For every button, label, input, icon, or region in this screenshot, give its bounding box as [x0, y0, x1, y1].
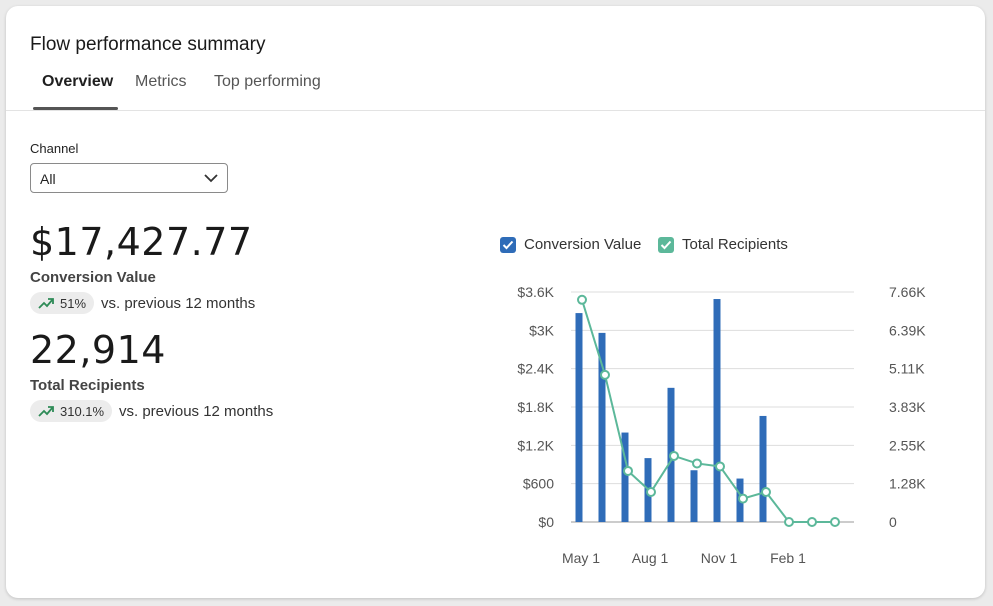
left-axis-tick-label: $1.2K [517, 437, 554, 453]
channel-select-value: All [40, 171, 56, 187]
left-axis-tick-label: $600 [523, 476, 554, 492]
recipients-change-value: 310.1% [60, 403, 105, 419]
conversion-change-badge: 51% [30, 292, 95, 314]
bar [713, 299, 721, 522]
total-recipients-label: Total Recipients [30, 377, 145, 394]
bar [575, 313, 583, 522]
left-axis-tick-label: $0 [538, 514, 554, 530]
bar [690, 470, 698, 522]
tab-top-performing[interactable]: Top performing [214, 73, 321, 90]
bar [621, 432, 629, 522]
right-axis-tick-label: 2.55K [889, 437, 926, 453]
line-point [600, 369, 610, 380]
line-point [623, 465, 633, 476]
right-axis-tick-label: 1.28K [889, 476, 926, 492]
line-point [830, 517, 840, 527]
right-axis-tick-label: 0 [889, 514, 897, 530]
channel-select[interactable]: All [30, 163, 228, 193]
line-point [761, 486, 771, 497]
left-axis-tick-label: $3K [529, 322, 555, 338]
right-axis-tick-label: 7.66K [889, 284, 926, 300]
legend-label: Conversion Value [524, 236, 642, 253]
right-axis-tick-label: 5.11K [889, 361, 925, 377]
conversion-comparison-text: vs. previous 12 months [101, 295, 256, 312]
recipients-change-badge: 310.1% [30, 400, 113, 422]
trend-up-icon [38, 298, 54, 309]
conversion-value-label: Conversion Value [30, 269, 156, 286]
left-axis-tick-label: $1.8K [517, 399, 554, 415]
checkbox-icon[interactable] [500, 236, 516, 253]
line-point [646, 486, 656, 497]
x-axis-tick-label: Aug 1 [632, 550, 669, 566]
tab-metrics[interactable]: Metrics [135, 73, 187, 90]
tab-bar: Overview Metrics Top performing [6, 68, 985, 111]
conversion-change-value: 51% [60, 295, 87, 311]
bar [759, 415, 767, 522]
left-axis-tick-label: $2.4K [517, 361, 554, 377]
legend-label: Total Recipients [682, 236, 788, 253]
total-recipients-amount: 22,914 [30, 328, 166, 372]
card-title: Flow performance summary [30, 34, 266, 55]
legend-item-total-recipients[interactable]: Total Recipients [658, 236, 788, 253]
line-point [784, 517, 794, 527]
right-axis-tick-label: 6.39K [889, 322, 926, 338]
line-point [577, 294, 587, 305]
bar [598, 332, 606, 522]
flow-performance-card: Flow performance summary Overview Metric… [6, 6, 985, 598]
right-axis-tick-label: 3.83K [889, 399, 926, 415]
legend-item-conversion-value[interactable]: Conversion Value [500, 236, 641, 253]
line-point [715, 461, 725, 472]
tab-overview[interactable]: Overview [42, 73, 114, 90]
x-axis-tick-label: May 1 [562, 550, 600, 566]
channel-label: Channel [30, 141, 79, 156]
x-axis-tick-label: Feb 1 [770, 550, 806, 566]
line-point [669, 450, 679, 461]
combo-chart: $0 0 $600 1.28K $1.2K 2.55K $1.8K 3.83K $2.4K 5.1… [517, 284, 926, 566]
line-point [692, 458, 702, 469]
recipients-series-line [581, 299, 835, 523]
x-axis-tick-label: Nov 1 [701, 550, 738, 566]
checkbox-icon[interactable] [658, 236, 674, 253]
left-axis-tick-label: $3.6K [517, 284, 554, 300]
line-point [807, 517, 817, 527]
recipients-comparison-text: vs. previous 12 months [119, 403, 274, 420]
active-tab-indicator [33, 107, 118, 110]
chevron-down-icon [204, 174, 218, 183]
line-point [738, 493, 748, 504]
trend-up-icon [38, 406, 54, 417]
conversion-value-amount: $17,427.77 [30, 220, 253, 264]
